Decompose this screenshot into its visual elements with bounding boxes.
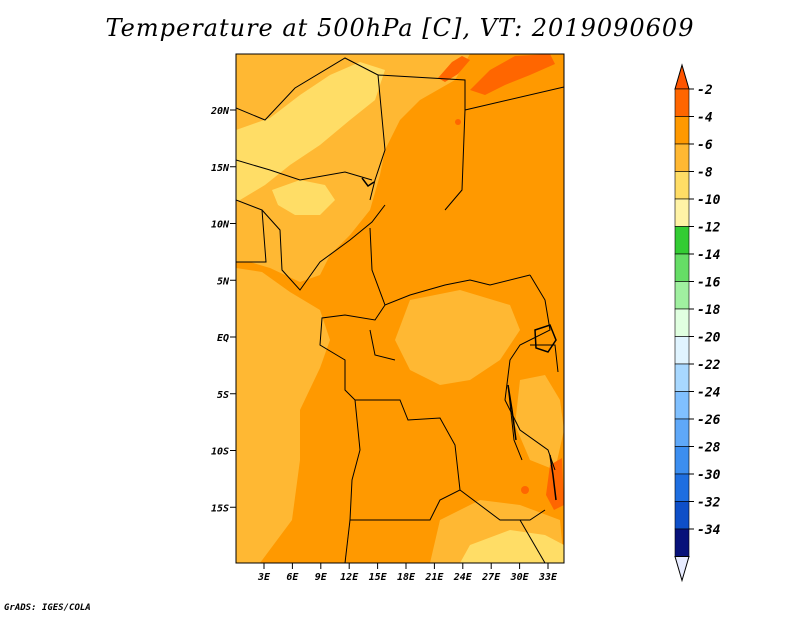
country-borders (236, 57, 564, 563)
legend-label: -2 (697, 83, 713, 98)
legend-label: -14 (697, 248, 721, 263)
lake-tanganyika (507, 384, 517, 441)
field-warm-spot (455, 119, 461, 125)
border-line (236, 199, 267, 263)
border-line (519, 519, 546, 563)
legend-label: -4 (697, 111, 713, 126)
field-warm-north (438, 56, 470, 82)
legend-swatch (674, 391, 690, 420)
lat-label: 15N (211, 163, 230, 174)
lon-label: 12E (340, 572, 359, 583)
border-line (344, 519, 351, 563)
border-line (236, 159, 373, 181)
border-line (349, 399, 361, 521)
legend-label: -28 (697, 441, 721, 456)
legend-swatch (674, 473, 690, 502)
field-warm-spot (521, 486, 529, 494)
lat-label: 10S (211, 447, 229, 458)
legend-swatch (674, 281, 690, 310)
legend-label: -16 (697, 276, 721, 291)
field-warm-mozambique (546, 458, 564, 510)
legend-swatch (674, 363, 690, 392)
legend-label: -12 (697, 221, 721, 236)
legend-swatch (674, 171, 690, 200)
border-line (530, 344, 559, 373)
lat-label: 10N (211, 220, 230, 231)
border-line (261, 204, 386, 291)
lat-label: 20N (210, 106, 230, 117)
lon-label: 3E (257, 572, 271, 583)
lat-label: EQ (217, 333, 229, 344)
lat-label: 15S (211, 503, 229, 514)
field-cold-southeast (460, 530, 564, 563)
legend-label: -32 (697, 496, 721, 511)
legend-label: -8 (697, 166, 713, 181)
map-axes: 20N 15N 10N 5N EQ 5S 10S 15S 3E 6E 9E 12E 15E 18E 21E 2… (210, 106, 558, 583)
legend-bottom-arrow (674, 556, 690, 583)
lon-label: 6E (286, 572, 299, 583)
lat-label: 5N (217, 276, 230, 287)
legend-label: -6 (697, 138, 713, 153)
legend-label: -22 (697, 358, 721, 373)
lat-label: 5S (217, 390, 229, 401)
legend-swatch (674, 143, 690, 172)
legend-swatch (674, 226, 690, 255)
border-line (319, 304, 461, 521)
border-line (464, 86, 564, 111)
legend-swatch (674, 308, 690, 337)
field-cold-nigeria (272, 180, 335, 215)
lon-label: 33E (538, 572, 558, 583)
legend-swatch (674, 198, 690, 227)
lon-label: 18E (397, 572, 416, 583)
legend-swatch (674, 446, 690, 475)
legend-swatch (674, 528, 690, 557)
field-cool-sw (236, 268, 330, 563)
lake-victoria (534, 324, 557, 353)
lon-label: 15E (369, 572, 388, 583)
legend-label: -34 (697, 523, 721, 538)
border-line (504, 274, 556, 471)
lake-malawi (549, 454, 557, 501)
lon-label: 21E (424, 572, 444, 583)
field-cool-east (515, 375, 564, 470)
legend-swatch (674, 418, 690, 447)
map-title: Temperature at 500hPa [C], VT: 201909060… (105, 14, 695, 42)
border-line (507, 384, 523, 461)
border-line (236, 57, 386, 201)
field-cold-sahel (236, 62, 385, 200)
lon-label: 24E (453, 572, 473, 583)
border-line (459, 489, 546, 521)
legend-swatch (674, 501, 690, 530)
legend-label: -26 (697, 413, 721, 428)
lon-label: 27E (481, 572, 501, 583)
border-line (369, 329, 396, 361)
lon-label: 9E (315, 572, 328, 583)
color-legend: -2 -4 -6 -8 -10 -12 -14 -16 -18 -20 -22 -24 -26 -28 -3… (674, 63, 721, 583)
lon-label: 30E (510, 572, 530, 583)
legend-swatch (674, 116, 690, 145)
legend-label: -10 (697, 193, 721, 208)
legend-label: -20 (697, 331, 721, 346)
legend-swatch (674, 253, 690, 282)
border-line (369, 227, 531, 306)
legend-label: -24 (697, 386, 721, 401)
map-frame (235, 53, 565, 564)
legend-swatch (674, 88, 690, 117)
field-cool-congo (395, 290, 520, 385)
lakes (361, 177, 557, 501)
legend-label: -18 (697, 303, 721, 318)
grads-credit: GrADS: IGES/COLA (4, 603, 91, 613)
field-warm-northeast (470, 54, 555, 95)
legend-swatch (674, 336, 690, 365)
legend-label: -30 (697, 468, 721, 483)
temperature-field (236, 54, 564, 563)
lake-chad (361, 177, 375, 188)
legend-top-arrow (674, 63, 690, 90)
